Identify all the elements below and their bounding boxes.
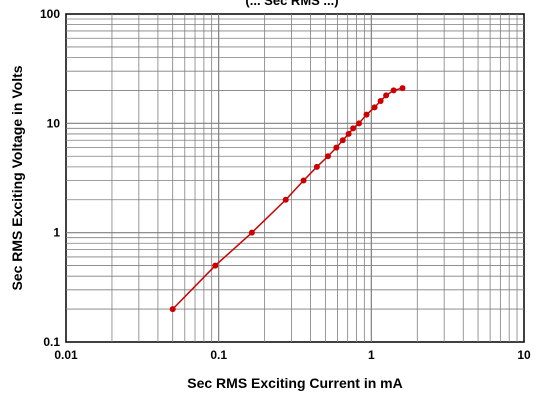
data-point — [390, 87, 397, 94]
y-tick-label: 10 — [47, 116, 61, 130]
data-point — [399, 85, 406, 92]
grid-lines — [66, 14, 524, 342]
data-point — [371, 104, 378, 111]
data-point — [363, 111, 370, 118]
data-point — [300, 177, 307, 184]
data-point — [324, 153, 331, 160]
x-axis-title: Sec RMS Exciting Current in mA — [187, 375, 402, 391]
data-point — [377, 98, 384, 105]
data-point — [169, 306, 176, 313]
data-point — [248, 229, 255, 236]
y-tick-label: 0.1 — [43, 335, 60, 349]
x-tick-label: 10 — [517, 348, 531, 362]
y-axis-title: Sec RMS Exciting Voltage in Volts — [9, 65, 25, 290]
y-tick-label: 1 — [53, 226, 60, 240]
data-point — [333, 144, 340, 151]
plot-area — [65, 13, 525, 343]
series-layer — [169, 85, 406, 313]
x-tick-label: 1 — [368, 348, 375, 362]
x-tick-label: 0.01 — [54, 348, 78, 362]
data-point — [355, 120, 362, 127]
chart-title: (... Sec RMS ...) — [245, 0, 338, 8]
data-point — [282, 196, 289, 203]
data-point — [339, 137, 346, 144]
data-point — [383, 92, 390, 99]
y-tick-label: 100 — [40, 7, 60, 21]
data-point — [345, 130, 352, 137]
data-point — [313, 163, 320, 170]
data-point — [212, 262, 219, 269]
x-tick-label: 0.1 — [210, 348, 227, 362]
data-point — [350, 125, 357, 132]
